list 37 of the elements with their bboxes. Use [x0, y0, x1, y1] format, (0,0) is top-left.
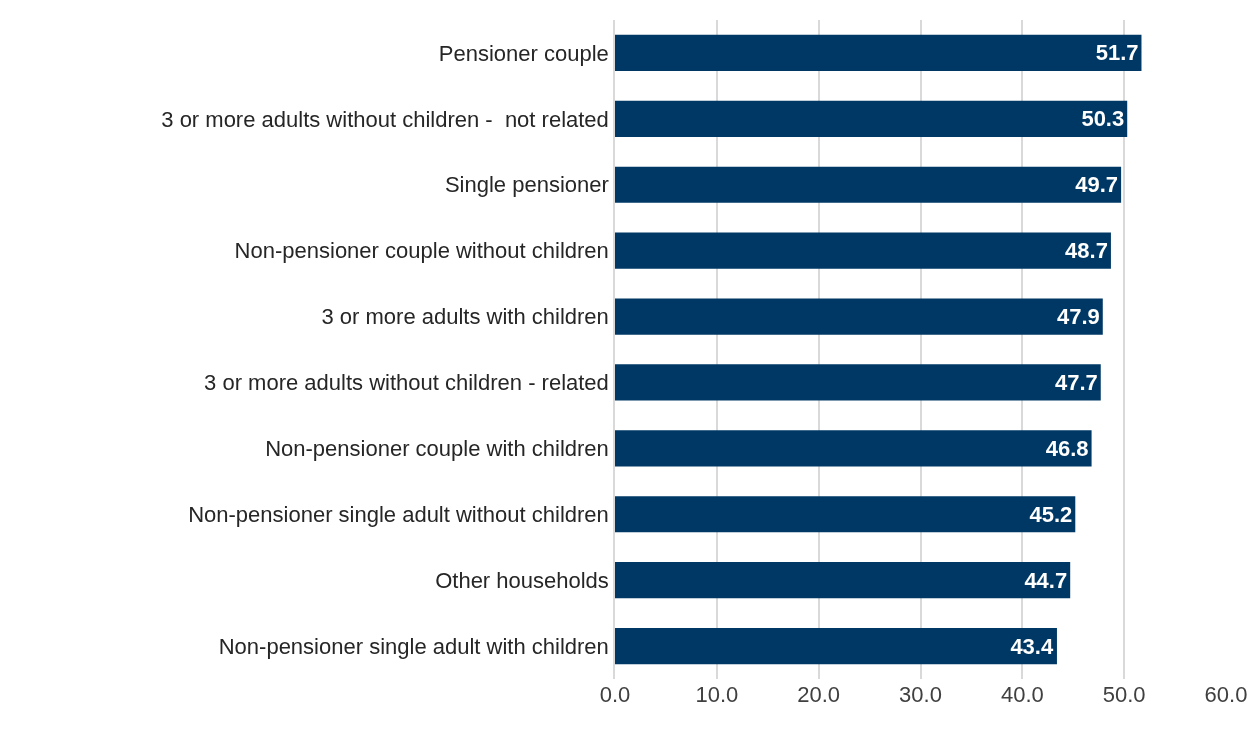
bar — [615, 34, 1142, 72]
y-tick-label: Non-pensioner single adult without children — [188, 501, 609, 527]
data-label: 45.2 — [1029, 501, 1073, 527]
data-label: 49.7 — [1075, 172, 1119, 198]
data-label: 51.7 — [1095, 40, 1139, 66]
bar — [615, 627, 1057, 665]
bar — [615, 496, 1076, 533]
data-label: 46.8 — [1045, 435, 1089, 461]
y-tick-label: 3 or more adults with children — [321, 304, 609, 330]
data-label: 50.3 — [1081, 106, 1125, 132]
y-tick-label: Non-pensioner couple with children — [265, 436, 609, 462]
x-tick-label: 40.0 — [1000, 682, 1044, 707]
data-label: 48.7 — [1065, 238, 1108, 264]
bar — [615, 232, 1111, 269]
y-tick-label: 3 or more adults without children - not related — [161, 106, 609, 132]
bar — [615, 298, 1103, 335]
data-label: 43.4 — [1010, 633, 1054, 659]
x-tick-label: 30.0 — [899, 682, 942, 707]
y-tick-label: Pensioner couple — [438, 40, 609, 66]
x-tick-label: 60.0 — [1204, 682, 1248, 707]
y-tick-label: Other households — [435, 567, 609, 593]
x-tick-label: 0.0 — [599, 682, 631, 707]
data-label: 44.7 — [1024, 567, 1068, 593]
data-label: 47.7 — [1054, 369, 1098, 395]
x-tick-label: 50.0 — [1102, 682, 1146, 707]
x-tick-label: 10.0 — [695, 682, 739, 707]
bar — [615, 166, 1122, 203]
y-tick-label: Non-pensioner single adult with children — [218, 633, 609, 659]
bar — [615, 430, 1092, 467]
bar — [615, 364, 1101, 401]
y-tick-label: 3 or more adults without children - related — [204, 370, 609, 396]
y-tick-label: Non-pensioner couple without children — [234, 238, 609, 264]
data-label: 47.9 — [1056, 304, 1100, 330]
bar — [615, 100, 1128, 137]
x-tick-label: 20.0 — [797, 682, 841, 707]
bar — [615, 562, 1071, 599]
y-tick-label: Single pensioner — [444, 172, 609, 198]
